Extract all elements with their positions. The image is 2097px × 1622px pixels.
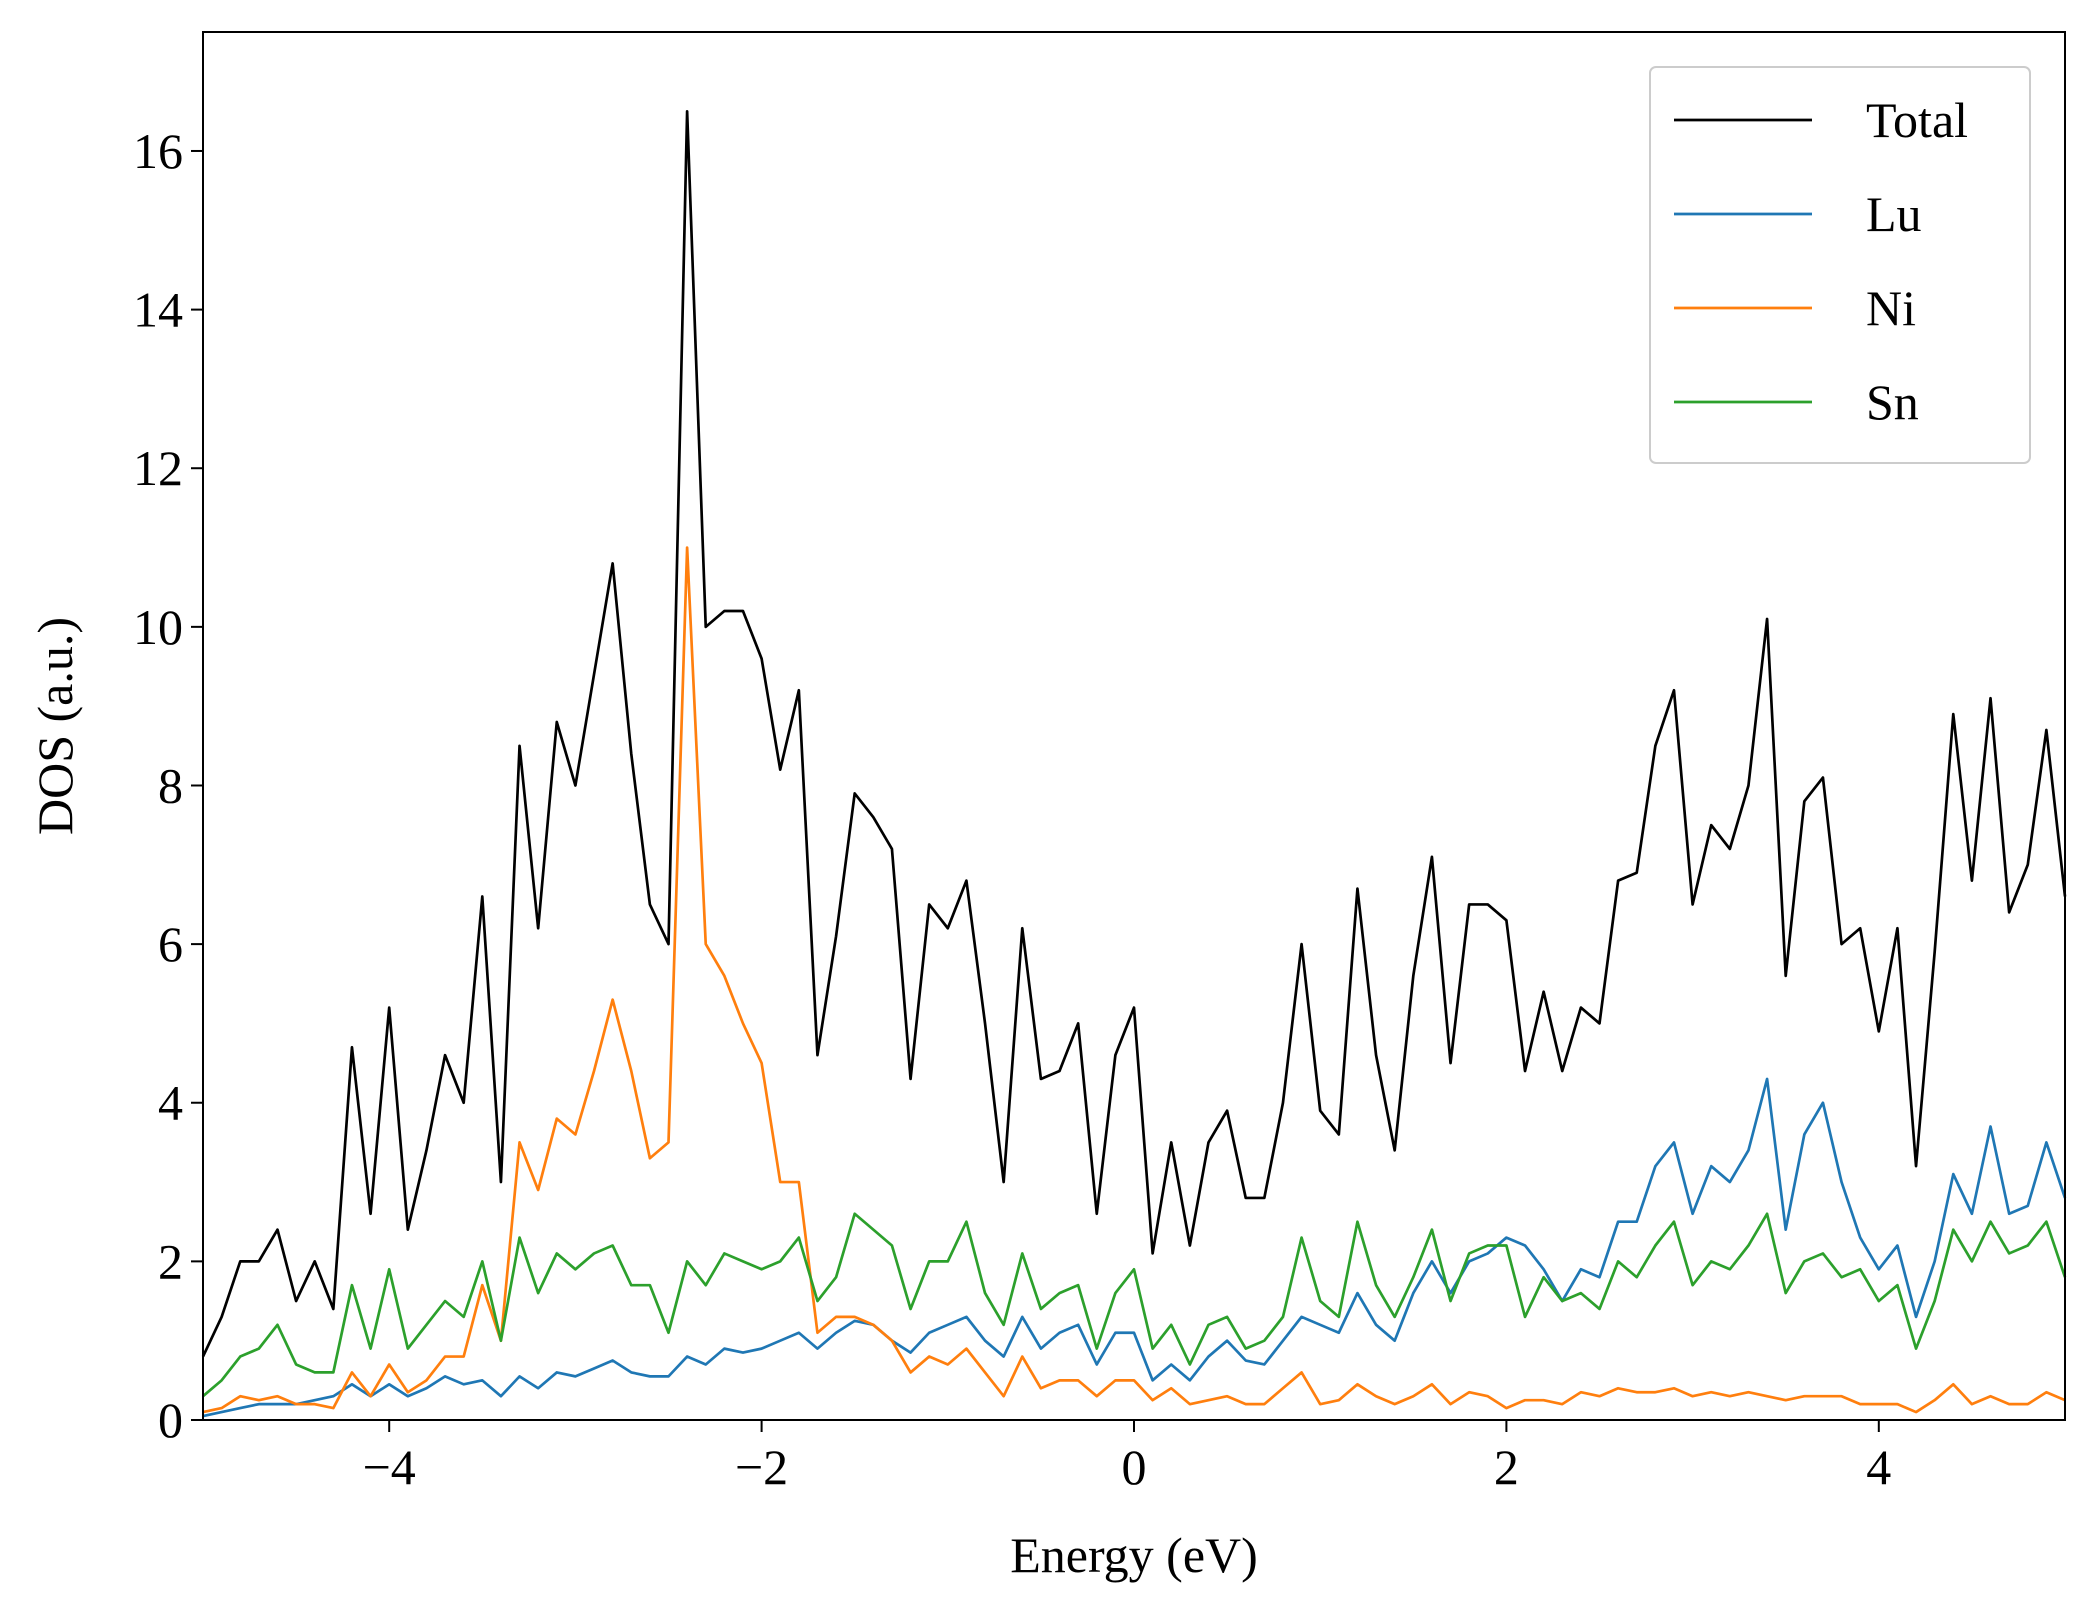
y-tick-label: 12 [133, 440, 183, 496]
y-tick-label: 10 [133, 599, 183, 655]
plot-frame [202, 31, 2066, 1421]
y-axis-label: DOS (a.u.) [27, 617, 83, 835]
y-tick-label: 0 [158, 1392, 183, 1448]
x-axis-label: Energy (eV) [1010, 1527, 1258, 1583]
x-tick-label: 2 [1494, 1439, 1519, 1495]
series-line [202, 1212, 2067, 1398]
series-line [201, 109, 2067, 1358]
x-tick-label: −4 [363, 1439, 416, 1495]
y-tick-label: 14 [133, 282, 183, 338]
x-tick-label: 4 [1866, 1439, 1891, 1495]
x-tick-label: 0 [1122, 1439, 1147, 1495]
series-line [202, 1077, 2067, 1418]
y-tick-label: 6 [158, 916, 183, 972]
legend-label: Total [1866, 92, 1968, 148]
y-tick-label: 8 [158, 757, 183, 813]
y-tick-label: 16 [133, 123, 183, 179]
series-line [202, 546, 2066, 1414]
x-tick-label: −2 [735, 1439, 788, 1495]
y-tick-label: 4 [158, 1075, 183, 1131]
legend-box [1649, 66, 2031, 464]
legend-label: Sn [1866, 374, 1919, 430]
legend-label: Lu [1866, 186, 1922, 242]
y-tick-label: 2 [158, 1233, 183, 1289]
legend-label: Ni [1866, 280, 1916, 336]
